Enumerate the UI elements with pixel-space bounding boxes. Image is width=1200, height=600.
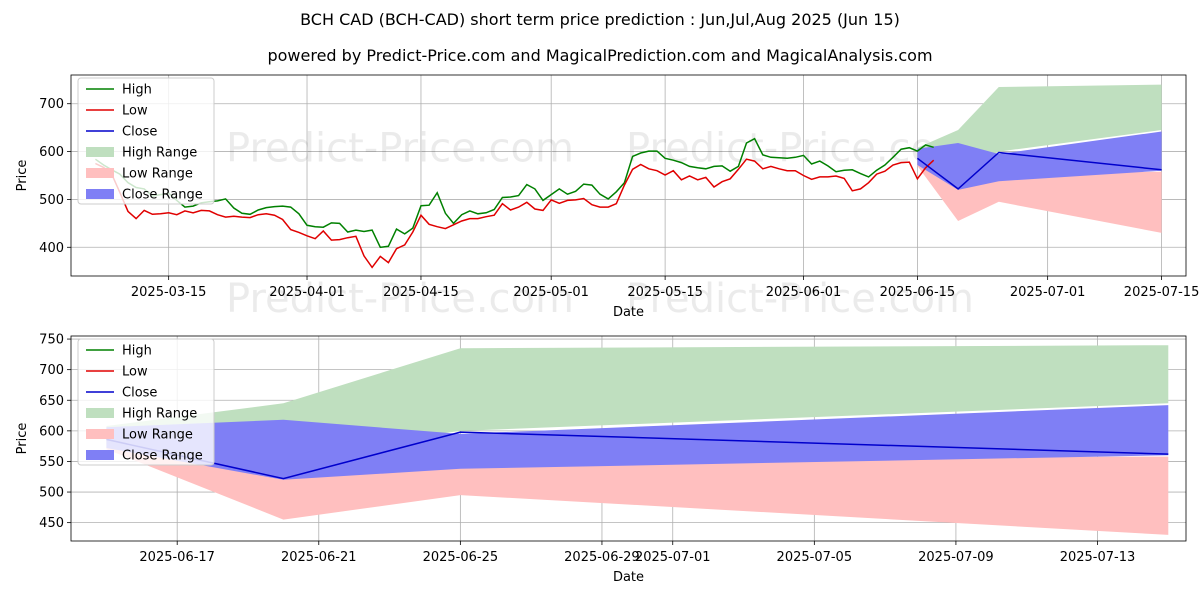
chart-title: BCH CAD (BCH-CAD) short term price predi… [300, 10, 900, 29]
legend-low-label: Low [122, 104, 148, 119]
legend-close-range-swatch [86, 450, 114, 460]
close-range-band [917, 131, 1162, 190]
y-tick-label: 750 [39, 333, 64, 348]
y-tick-label: 550 [39, 455, 64, 470]
x-tick-label: 2025-07-13 [1060, 550, 1136, 565]
x-tick-label: 2025-05-15 [627, 285, 703, 300]
legend-low-label: Low [122, 365, 148, 380]
y-tick-label: 400 [39, 241, 64, 256]
legend: High Low Close High Range Low Range Close Ran… [77, 77, 215, 205]
y-axis-label: Price [15, 423, 30, 455]
y-tick-label: 500 [39, 193, 64, 208]
legend-close-label: Close [122, 386, 157, 401]
x-tick-label: 2025-04-01 [269, 285, 345, 300]
legend: High Low Close High Range Low Range Close Ran… [77, 338, 215, 466]
legend-high-range-label: High Range [122, 146, 197, 161]
plot-area [106, 345, 1169, 535]
watermark-text: Predict-Price.com [226, 276, 574, 322]
legend-high-range-swatch [86, 147, 114, 157]
x-tick-label: 2025-04-15 [383, 285, 459, 300]
y-tick-label: 600 [39, 145, 64, 160]
close-range-band [106, 405, 1169, 480]
legend-low-range-label: Low Range [122, 167, 193, 182]
x-axis-label: Date [613, 570, 644, 585]
x-axis-label: Date [613, 305, 644, 320]
legend-low-range-swatch [86, 429, 114, 439]
x-tick-label: 2025-07-01 [635, 550, 711, 565]
y-tick-label: 600 [39, 424, 64, 439]
axes-frame [70, 335, 1187, 542]
plot-area [94, 84, 1162, 269]
x-tick-label: 2025-06-15 [880, 285, 956, 300]
legend-high-range-label: High Range [122, 407, 197, 422]
watermark-text: Predict-Price.com [626, 276, 974, 322]
y-axis-label: Price [15, 160, 30, 192]
x-tick-label: 2025-06-29 [564, 550, 640, 565]
y-tick-label: 500 [39, 486, 64, 501]
x-tick-label: 2025-06-25 [423, 550, 499, 565]
plot-panel-1: Predict-Price.com Predict-Price.com Predic… [15, 74, 1200, 322]
legend-close-range-label: Close Range [122, 449, 203, 464]
x-tick-label: 2025-07-09 [918, 550, 994, 565]
legend-low-range-label: Low Range [122, 428, 193, 443]
low-series-line [95, 158, 935, 269]
y-tick-label: 700 [39, 97, 64, 112]
watermark-text: Predict-Price.com [226, 125, 574, 171]
x-tick-label: 2025-06-01 [766, 285, 842, 300]
x-tick-label: 2025-07-05 [777, 550, 853, 565]
y-tick-label: 650 [39, 394, 64, 409]
plot-panel-2: Predict-Price.comPredict-Price.com2025-0… [15, 333, 1187, 585]
x-tick-label: 2025-06-17 [139, 550, 215, 565]
x-tick-label: 2025-07-15 [1124, 285, 1200, 300]
legend-close-range-swatch [86, 189, 114, 199]
x-tick-label: 2025-06-21 [281, 550, 357, 565]
y-tick-label: 700 [39, 363, 64, 378]
y-tick-label: 450 [39, 516, 64, 531]
x-tick-label: 2025-03-15 [131, 285, 207, 300]
x-tick-label: 2025-07-01 [1010, 285, 1086, 300]
legend-close-range-label: Close Range [122, 188, 203, 203]
axes-frame [70, 74, 1187, 277]
legend-high-range-swatch [86, 408, 114, 418]
legend-high-label: High [122, 83, 152, 98]
chart-subtitle: powered by Predict-Price.com and Magical… [267, 46, 933, 65]
close-series-line [916, 151, 1162, 190]
high-series-line [94, 137, 934, 249]
legend-high-label: High [122, 344, 152, 359]
legend-low-range-swatch [86, 168, 114, 178]
legend-close-label: Close [122, 125, 157, 140]
x-tick-label: 2025-05-01 [513, 285, 589, 300]
